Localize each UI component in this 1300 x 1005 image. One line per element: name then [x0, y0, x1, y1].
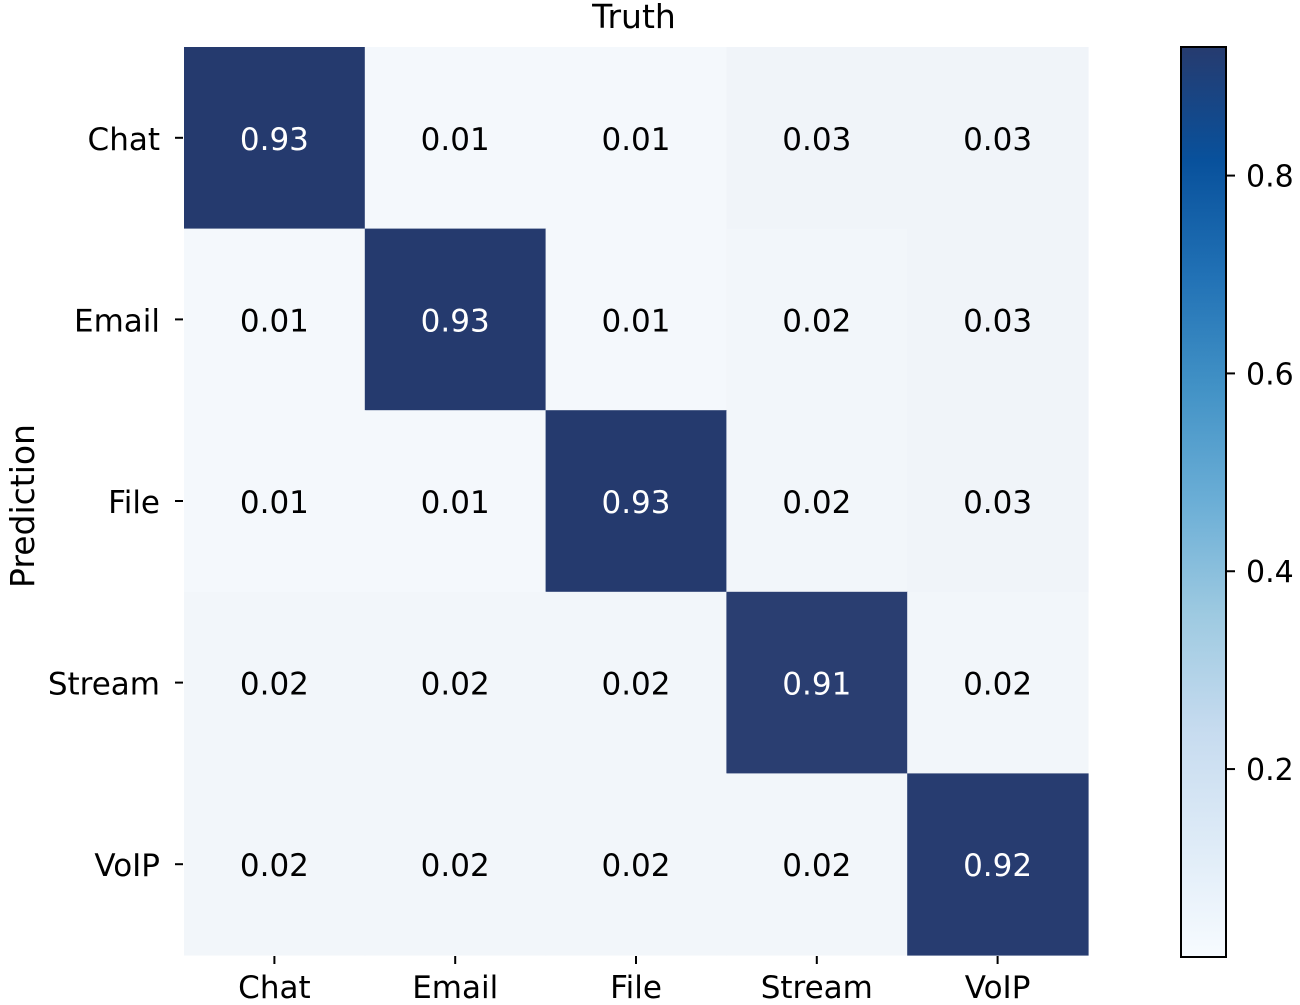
- heatmap-cell-chat-voip: [907, 47, 1089, 230]
- cell-value-label: 0.01: [421, 122, 490, 158]
- cell-value-label: 0.03: [963, 122, 1032, 158]
- cell-value-label: 0.02: [963, 667, 1032, 703]
- heatmap-cell-email-file: [545, 228, 727, 411]
- heatmap-cell-chat-chat: [184, 47, 366, 230]
- heatmap-cell-chat-stream: [726, 47, 908, 230]
- heatmap-cell-voip-chat: [184, 773, 366, 956]
- y-tick-label-stream: Stream: [48, 667, 160, 703]
- cell-value-label: 0.02: [601, 667, 670, 703]
- cell-value-label: 0.02: [782, 485, 851, 521]
- heatmap-cell-email-email: [364, 228, 547, 411]
- heatmap-cell-file-stream: [726, 410, 908, 593]
- cell-value-label: 0.01: [421, 485, 490, 521]
- heatmap-value-labels: 0.93 0.01 0.01 0.03 0.03 0.01 0.93 0.01 0.02 0.03…: [240, 122, 1032, 884]
- cell-value-label: 0.02: [421, 848, 490, 884]
- heatmap-cell-email-stream: [726, 228, 908, 411]
- cell-value-label: 0.02: [601, 848, 670, 884]
- heatmap-cell-file-email: [364, 410, 547, 593]
- cell-value-label: 0.01: [240, 303, 309, 339]
- heatmap-cell-voip-file: [545, 773, 727, 956]
- cell-value-label: 0.03: [963, 485, 1032, 521]
- cell-value-label: 0.03: [782, 122, 851, 158]
- heatmap-cell-chat-file: [545, 47, 727, 230]
- heatmap-cell-file-file: [545, 410, 727, 593]
- heatmap-cell-voip-voip: [907, 773, 1089, 956]
- cell-value-label: 0.93: [601, 485, 670, 521]
- colorbar-tick-label: 0.4: [1246, 555, 1294, 590]
- heatmap-cell-voip-stream: [726, 773, 908, 956]
- cell-value-label: 0.02: [240, 667, 309, 703]
- colorbar-tick-label: 0.8: [1246, 160, 1294, 195]
- heatmap-cell-file-voip: [907, 410, 1089, 593]
- y-tick-label-email: Email: [74, 303, 160, 339]
- cell-value-label: 0.02: [240, 848, 309, 884]
- colorbar: 0.2 0.4 0.6 0.8: [1180, 46, 1294, 958]
- heatmap-cell-email-chat: [184, 228, 366, 411]
- cell-value-label: 0.93: [240, 122, 309, 158]
- heatmap-cell-voip-email: [364, 773, 547, 956]
- colorbar-ticks: 0.2 0.4 0.6 0.8: [1226, 160, 1294, 788]
- x-tick-label-chat: Chat: [238, 970, 310, 1005]
- colorbar-gradient: [1180, 46, 1227, 958]
- heatmap-cell-stream-stream: [726, 591, 908, 774]
- colorbar-tick-label: 0.6: [1246, 357, 1294, 392]
- cell-value-label: 0.02: [782, 303, 851, 339]
- x-tick-label-file: File: [610, 970, 662, 1005]
- cell-value-label: 0.01: [601, 122, 670, 158]
- y-axis-label: Prediction: [3, 424, 42, 588]
- heatmap-cells: [184, 47, 1089, 956]
- cell-value-label: 0.01: [601, 303, 670, 339]
- heatmap-cell-stream-chat: [184, 591, 366, 774]
- x-axis-ticks: Chat Email File Stream VoIP: [238, 956, 1030, 1005]
- y-tick-label-voip: VoIP: [94, 848, 160, 884]
- cell-value-label: 0.91: [782, 667, 851, 703]
- heatmap-cell-file-chat: [184, 410, 366, 593]
- heatmap-cell-email-voip: [907, 228, 1089, 411]
- cell-value-label: 0.02: [782, 848, 851, 884]
- x-tick-label-email: Email: [412, 970, 498, 1005]
- y-tick-label-file: File: [108, 485, 160, 521]
- x-tick-label-voip: VoIP: [965, 970, 1031, 1005]
- chart-title: Truth: [591, 0, 676, 36]
- heatmap-cell-stream-voip: [907, 591, 1089, 774]
- cell-value-label: 0.92: [963, 848, 1032, 884]
- heatmap-cell-chat-email: [364, 47, 547, 230]
- y-axis-ticks: Chat Email File Stream VoIP: [48, 122, 183, 884]
- colorbar-tick-label: 0.2: [1246, 753, 1294, 788]
- cell-value-label: 0.93: [421, 303, 490, 339]
- cell-value-label: 0.03: [963, 303, 1032, 339]
- heatmap-cell-stream-email: [364, 591, 547, 774]
- heatmap-cell-stream-file: [545, 591, 727, 774]
- cell-value-label: 0.01: [240, 485, 309, 521]
- cell-value-label: 0.02: [421, 667, 490, 703]
- y-tick-label-chat: Chat: [88, 122, 160, 158]
- x-tick-label-stream: Stream: [761, 970, 873, 1005]
